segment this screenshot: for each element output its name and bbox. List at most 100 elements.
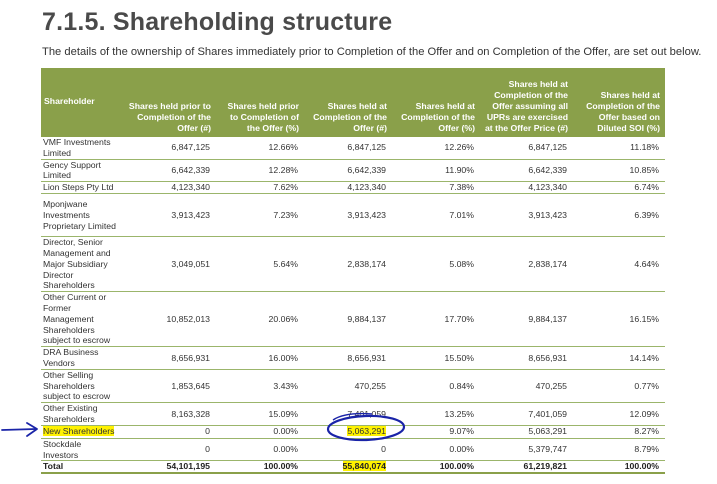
shareholding-table: Shareholder Shares held prior to Complet…	[41, 68, 665, 475]
cell-diluted-pct: 16.15%	[573, 291, 665, 348]
table-row: Gency Support Limited 6,642,339 12.28% 6…	[41, 159, 665, 183]
table-row: Other Current or Former Management Share…	[41, 291, 665, 348]
cell-completion-pct: 17.70%	[392, 291, 480, 348]
cell-completion-count: 0	[304, 438, 392, 462]
cell-completion-pct: 12.26%	[392, 137, 480, 160]
shareholder-name: VMF Investments Limited	[41, 137, 123, 160]
cell-prior-count: 6,847,125	[123, 137, 216, 160]
table-row-highlighted: New Shareholders 0 0.00% 5,063,291 9.07%…	[41, 425, 665, 439]
cell-prior-count: 0	[123, 438, 216, 462]
cell-diluted-pct: 10.85%	[573, 159, 665, 183]
cell-prior-count: 3,913,423	[123, 193, 216, 238]
shareholder-name: Director, Senior Management and Major Su…	[41, 236, 123, 293]
cell-completion-pct: 7.01%	[392, 193, 480, 238]
cell-prior-count: 0	[123, 425, 216, 439]
cell-completion-count: 3,913,423	[304, 193, 392, 238]
cell-prior-count: 4,123,340	[123, 181, 216, 195]
shareholder-name: Other Current or Former Management Share…	[41, 291, 123, 348]
total-diluted-pct: 100.00%	[573, 460, 665, 475]
shareholder-name: Mponjwane Investments Proprietary Limite…	[41, 193, 123, 238]
cell-upr-count: 5,063,291	[480, 425, 573, 439]
total-completion-pct: 100.00%	[392, 460, 480, 475]
total-completion-count: 55,840,074	[304, 460, 392, 475]
table-header-row: Shareholder Shares held prior to Complet…	[41, 68, 665, 137]
intro-paragraph: The details of the ownership of Shares i…	[42, 46, 702, 58]
cell-upr-count: 5,379,747	[480, 438, 573, 462]
table-row: Director, Senior Management and Major Su…	[41, 236, 665, 293]
total-prior-count: 54,101,195	[123, 460, 216, 475]
table-row: Stockdale Investors 0 0.00% 0 0.00% 5,37…	[41, 438, 665, 462]
highlighted-value: 5,063,291	[347, 426, 386, 437]
shareholder-name: New Shareholders	[41, 425, 123, 439]
cell-completion-pct: 0.00%	[392, 438, 480, 462]
section-heading: 7.1.5. Shareholding structure	[42, 8, 393, 36]
table-row: Lion Steps Pty Ltd 4,123,340 7.62% 4,123…	[41, 181, 665, 195]
col-header-completion-pct: Shares held at Completion of the Offer (…	[392, 68, 480, 137]
cell-completion-pct: 13.25%	[392, 402, 480, 426]
cell-prior-count: 6,642,339	[123, 159, 216, 183]
cell-completion-count: 470,255	[304, 369, 392, 404]
shareholder-name: DRA Business Vendors	[41, 346, 123, 370]
cell-upr-count: 9,884,137	[480, 291, 573, 348]
cell-completion-pct: 11.90%	[392, 159, 480, 183]
cell-completion-count: 6,642,339	[304, 159, 392, 183]
cell-upr-count: 4,123,340	[480, 181, 573, 195]
shareholder-name: Other Existing Shareholders	[41, 402, 123, 426]
col-header-shareholder: Shareholder	[41, 68, 123, 137]
cell-prior-pct: 7.23%	[216, 193, 304, 238]
cell-upr-count: 2,838,174	[480, 236, 573, 293]
cell-prior-pct: 12.66%	[216, 137, 304, 160]
cell-completion-pct: 9.07%	[392, 425, 480, 439]
shareholder-name: Stockdale Investors	[41, 438, 123, 462]
cell-completion-count: 4,123,340	[304, 181, 392, 195]
shareholder-name: Gency Support Limited	[41, 159, 123, 183]
cell-prior-pct: 15.09%	[216, 402, 304, 426]
cell-completion-count: 8,656,931	[304, 346, 392, 370]
total-upr-count: 61,219,821	[480, 460, 573, 475]
col-header-upr-count: Shares held at Completion of the Offer a…	[480, 68, 573, 137]
cell-prior-count: 10,852,013	[123, 291, 216, 348]
cell-upr-count: 3,913,423	[480, 193, 573, 238]
total-label: Total	[41, 460, 123, 475]
cell-completion-pct: 7.38%	[392, 181, 480, 195]
cell-prior-count: 8,163,328	[123, 402, 216, 426]
cell-prior-pct: 0.00%	[216, 425, 304, 439]
cell-upr-count: 6,847,125	[480, 137, 573, 160]
cell-upr-count: 470,255	[480, 369, 573, 404]
cell-upr-count: 8,656,931	[480, 346, 573, 370]
pen-arrow-icon	[1, 422, 38, 437]
col-header-diluted-pct: Shares held at Completion of the Offer b…	[573, 68, 665, 137]
cell-diluted-pct: 6.39%	[573, 193, 665, 238]
cell-completion-count: 7,401,059	[304, 402, 392, 426]
cell-diluted-pct: 8.27%	[573, 425, 665, 439]
cell-completion-pct: 5.08%	[392, 236, 480, 293]
col-header-completion-count: Shares held at Completion of the Offer (…	[304, 68, 392, 137]
cell-diluted-pct: 0.77%	[573, 369, 665, 404]
table-row: DRA Business Vendors 8,656,931 16.00% 8,…	[41, 346, 665, 370]
cell-prior-pct: 3.43%	[216, 369, 304, 404]
cell-prior-count: 1,853,645	[123, 369, 216, 404]
cell-completion-pct: 0.84%	[392, 369, 480, 404]
cell-completion-count: 2,838,174	[304, 236, 392, 293]
cell-completion-pct: 15.50%	[392, 346, 480, 370]
col-header-prior-count: Shares held prior to Completion of the O…	[123, 68, 216, 137]
highlighted-value: 55,840,074	[342, 461, 386, 472]
cell-prior-count: 8,656,931	[123, 346, 216, 370]
total-prior-pct: 100.00%	[216, 460, 304, 475]
table-total-row: Total 54,101,195 100.00% 55,840,074 100.…	[41, 460, 665, 475]
table-row: Other Selling Shareholders subject to es…	[41, 369, 665, 404]
cell-prior-count: 3,049,051	[123, 236, 216, 293]
shareholder-name: Other Selling Shareholders subject to es…	[41, 369, 123, 404]
cell-prior-pct: 7.62%	[216, 181, 304, 195]
cell-prior-pct: 12.28%	[216, 159, 304, 183]
cell-prior-pct: 5.64%	[216, 236, 304, 293]
cell-completion-count: 5,063,291	[304, 425, 392, 439]
col-header-prior-pct: Shares held prior to Completion of the O…	[216, 68, 304, 137]
cell-diluted-pct: 6.74%	[573, 181, 665, 195]
cell-diluted-pct: 8.79%	[573, 438, 665, 462]
cell-completion-count: 9,884,137	[304, 291, 392, 348]
table-row: VMF Investments Limited 6,847,125 12.66%…	[41, 137, 665, 160]
table-row: Mponjwane Investments Proprietary Limite…	[41, 193, 665, 238]
cell-upr-count: 6,642,339	[480, 159, 573, 183]
cell-completion-count: 6,847,125	[304, 137, 392, 160]
